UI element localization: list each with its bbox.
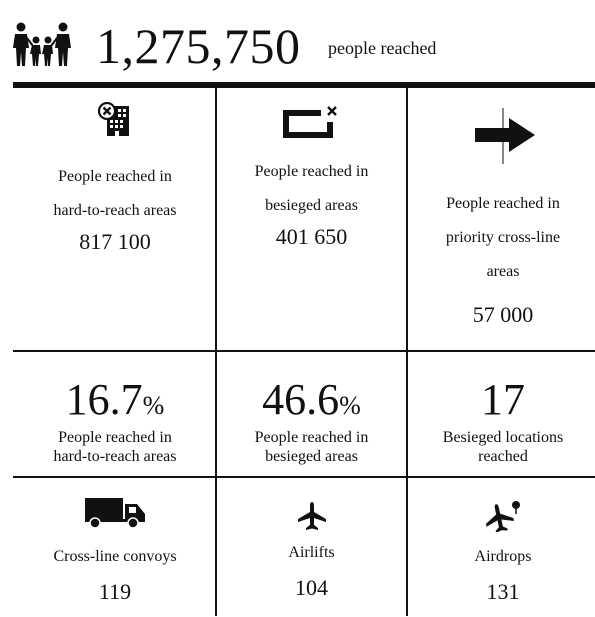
count-label-line1: Besieged locations xyxy=(442,429,564,446)
stat-value: 119 xyxy=(98,579,132,604)
stat-label-line2: besieged areas xyxy=(265,197,358,214)
grid-divider xyxy=(13,476,595,478)
pct-value: 16.7% xyxy=(65,375,165,424)
total-reached-label: people reached xyxy=(328,38,437,58)
stat-label-line2: hard-to-reach areas xyxy=(53,202,177,219)
grid-divider xyxy=(406,88,408,616)
grid-divider xyxy=(215,88,217,616)
pct-value: 46.6% xyxy=(262,375,361,424)
truck-icon xyxy=(85,498,145,529)
total-reached-value: 1,275,750 xyxy=(96,18,301,74)
header-divider xyxy=(13,82,595,88)
summary-header: 1,275,750 people reached xyxy=(10,0,590,80)
stat-value: 57 000 xyxy=(472,302,534,327)
stat-cell-airdrops: Airdrops 131 xyxy=(408,478,595,617)
pct-cell-hard-to-reach: 16.7% People reached in hard-to-reach ar… xyxy=(15,352,215,476)
pct-label-line1: People reached in xyxy=(58,429,172,446)
stat-label: Airlifts xyxy=(288,544,335,561)
stat-cell-hard-to-reach: People reached in hard-to-reach areas 81… xyxy=(15,88,215,350)
pct-label-line2: hard-to-reach areas xyxy=(53,448,177,465)
stat-value: 104 xyxy=(295,575,328,600)
stat-label-line2: priority cross-line xyxy=(445,229,561,246)
stat-value: 401 650 xyxy=(275,224,348,249)
stat-label-line3: areas xyxy=(486,263,520,280)
building-x-icon xyxy=(98,102,129,136)
airdrop-plane-icon xyxy=(485,501,520,532)
airplane-icon xyxy=(297,502,326,530)
stat-cell-convoys: Cross-line convoys 119 xyxy=(15,478,215,617)
pct-label-line1: People reached in xyxy=(254,429,369,446)
stat-label-line1: People reached in xyxy=(446,195,560,212)
pct-cell-besieged: 46.6% People reached in besieged areas xyxy=(217,352,406,476)
besieged-box-icon xyxy=(282,106,337,138)
stat-label-line1: People reached in xyxy=(254,163,369,180)
count-cell-besieged-locations: 17 Besieged locations reached xyxy=(408,352,595,476)
stat-value: 817 100 xyxy=(79,229,151,254)
stat-label: Cross-line convoys xyxy=(53,548,177,565)
grid-divider xyxy=(13,350,595,352)
count-label-line2: reached xyxy=(478,448,528,465)
stat-label-line1: People reached in xyxy=(58,168,172,185)
count-value: 17 xyxy=(481,375,525,424)
stat-cell-cross-line: People reached in priority cross-line ar… xyxy=(408,88,595,350)
stat-cell-airlifts: Airlifts 104 xyxy=(217,478,406,617)
stat-value: 131 xyxy=(486,579,520,604)
family-icon xyxy=(13,22,71,66)
stat-label: Airdrops xyxy=(474,548,532,565)
pct-label-line2: besieged areas xyxy=(265,448,358,465)
stat-cell-besieged: People reached in besieged areas 401 650 xyxy=(217,88,406,350)
arrow-right-icon xyxy=(475,108,535,164)
